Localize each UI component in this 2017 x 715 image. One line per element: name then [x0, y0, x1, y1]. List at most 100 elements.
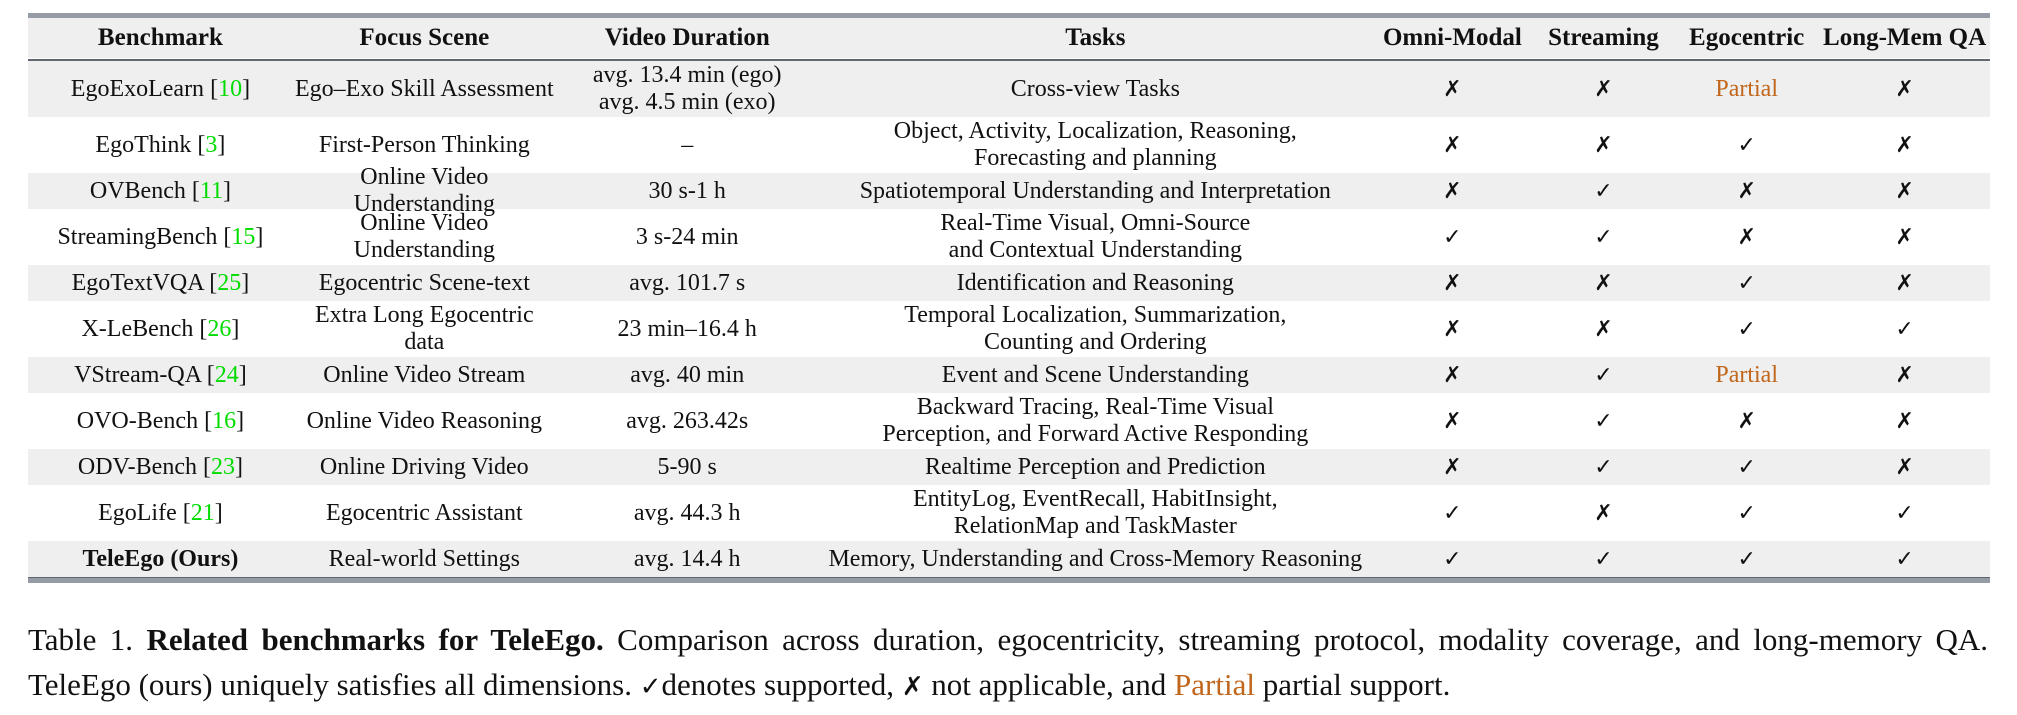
- check-icon: ✓: [1737, 454, 1756, 480]
- column-header-video-duration: Video Duration: [604, 24, 770, 51]
- benchmark-name: OVO-Bench: [76, 407, 199, 434]
- benchmark-name: EgoExoLearn: [70, 75, 205, 102]
- citation-link[interactable]: 10: [218, 75, 243, 102]
- citation-link[interactable]: 11: [199, 177, 223, 204]
- tasks-cell: Identification and Reasoning: [819, 270, 1372, 297]
- focus-scene-cell: Extra Long Egocentric data: [315, 302, 534, 355]
- text-line: avg. 101.7 s: [629, 269, 746, 296]
- benchmark-name: VStream-QA: [74, 361, 201, 388]
- egocentric-cell: ✓: [1674, 546, 1819, 573]
- table-row: EgoLife [21] Egocentric Assistant avg. 44.…: [28, 485, 1990, 541]
- citation-link[interactable]: 3: [205, 131, 218, 158]
- egocentric-cell: ✗: [1674, 178, 1819, 205]
- citation-link[interactable]: 21: [190, 499, 215, 526]
- tasks-cell: Real-Time Visual, Omni-Source and Context…: [819, 210, 1372, 264]
- text-line: Identification and Reasoning: [956, 269, 1234, 296]
- table-row: EgoThink [3] First-Person Thinking – Object…: [28, 117, 1990, 173]
- column-header-benchmark: Benchmark: [97, 24, 223, 51]
- cross-icon: ✗: [1594, 316, 1613, 342]
- citation-link[interactable]: 24: [214, 361, 239, 388]
- omni-modal-cell: ✗: [1372, 454, 1533, 481]
- omni-modal-cell: ✓: [1372, 224, 1533, 251]
- long-mem-qa-cell: ✗: [1819, 408, 1990, 435]
- omni-modal-cell: ✗: [1372, 178, 1533, 205]
- benchmark-cell: EgoExoLearn [10]: [70, 75, 251, 102]
- tasks-cell: Cross-view Tasks: [819, 76, 1372, 103]
- streaming-cell: ✓: [1533, 178, 1674, 205]
- text-line: Event and Scene Understanding: [941, 361, 1249, 388]
- text-line: and Contextual Understanding: [948, 237, 1242, 263]
- citation-link[interactable]: 26: [207, 315, 232, 342]
- citation-link[interactable]: 16: [212, 407, 237, 434]
- benchmark-cell: EgoLife [21]: [98, 499, 223, 526]
- video-duration-cell: 5-90 s: [556, 454, 819, 481]
- egocentric-cell: ✓: [1674, 316, 1819, 343]
- text-line: 5-90 s: [657, 453, 717, 480]
- caption-segment: Table 1.: [28, 622, 147, 657]
- benchmark-cell: TeleEgo (Ours): [28, 546, 293, 573]
- citation-link[interactable]: 23: [210, 453, 235, 480]
- egocentric-cell: ✓: [1674, 500, 1819, 527]
- text-line: Cross-view Tasks: [1010, 75, 1180, 102]
- focus-scene-cell: Online Driving Video: [319, 453, 529, 480]
- video-duration-cell: 3 s-24 min: [556, 224, 819, 251]
- benchmark-name: EgoThink: [95, 131, 192, 158]
- benchmark-cell: EgoTextVQA [25]: [71, 269, 250, 296]
- caption-segment: not applicable, and: [923, 667, 1175, 702]
- long-mem-qa-cell: ✗: [1819, 76, 1990, 103]
- check-icon: ✓: [1737, 546, 1756, 572]
- check-icon: ✓: [1895, 546, 1914, 572]
- omni-modal-cell: ✗: [1372, 132, 1533, 159]
- table-row: EgoExoLearn [10] Ego–Exo Skill Assessment…: [28, 61, 1990, 117]
- citation-link[interactable]: 25: [217, 269, 242, 296]
- check-icon: ✓: [1895, 500, 1914, 526]
- table-row: OVBench [11] Online Video Understanding 30…: [28, 164, 1990, 217]
- check-icon: ✓: [1594, 408, 1613, 434]
- text-line: Temporal Localization, Summarization,: [904, 302, 1287, 328]
- text-line: Realtime Perception and Prediction: [925, 453, 1266, 480]
- table-row: VStream-QA [24] Online Video Stream avg. 4…: [28, 357, 1990, 393]
- long-mem-qa-cell: ✗: [1819, 270, 1990, 297]
- egocentric-cell: Partial: [1674, 362, 1819, 389]
- benchmark-name: ODV-Bench: [77, 453, 197, 480]
- table-row: EgoTextVQA [25] Egocentric Scene-text avg.…: [28, 265, 1990, 301]
- table-row: TeleEgo (Ours) Real-world Settings avg. 14…: [28, 541, 1990, 577]
- text-line: Real-Time Visual, Omni-Source: [940, 210, 1251, 236]
- text-line: 23 min–16.4 h: [617, 315, 757, 342]
- column-header-tasks: Tasks: [1065, 24, 1126, 51]
- check-icon: ✓: [1594, 454, 1613, 480]
- cross-icon: ✗: [1895, 408, 1914, 434]
- citation-link[interactable]: 15: [231, 223, 256, 250]
- benchmark-name: StreamingBench: [57, 223, 218, 250]
- cross-icon: ✗: [1443, 316, 1462, 342]
- focus-scene-cell: Online Video Reasoning: [306, 407, 543, 434]
- cross-icon: ✗: [1737, 178, 1756, 204]
- cross-icon: ✗: [1443, 76, 1462, 102]
- egocentric-cell: ✓: [1674, 454, 1819, 481]
- focus-scene-cell: Online Video Stream: [323, 361, 526, 388]
- check-icon: ✓: [1594, 178, 1613, 204]
- omni-modal-cell: ✓: [1372, 500, 1533, 527]
- check-icon: ✓: [1594, 224, 1613, 250]
- tasks-cell: Temporal Localization, Summarization, Cou…: [819, 302, 1372, 356]
- column-header-omni-modal: Omni-Modal: [1382, 24, 1522, 51]
- egocentric-cell: ✗: [1674, 224, 1819, 251]
- cross-icon: ✗: [1895, 224, 1914, 250]
- streaming-cell: ✓: [1533, 224, 1674, 251]
- text-line: Forecasting and planning: [974, 145, 1217, 171]
- egocentric-cell: ✗: [1674, 408, 1819, 435]
- caption-segment: Related benchmarks for TeleEgo.: [146, 622, 604, 657]
- cross-icon: ✗: [1443, 132, 1462, 158]
- cross-icon: ✗: [1895, 178, 1914, 204]
- text-line: 30 s-1 h: [648, 177, 726, 204]
- egocentric-cell: Partial: [1674, 76, 1819, 103]
- cross-icon: ✗: [1594, 132, 1613, 158]
- text-line: Counting and Ordering: [983, 329, 1207, 355]
- cross-icon: ✗: [1895, 270, 1914, 296]
- check-icon: ✓: [1443, 224, 1462, 250]
- omni-modal-cell: ✗: [1372, 270, 1533, 297]
- egocentric-cell: ✓: [1674, 270, 1819, 297]
- check-icon: ✓: [1737, 316, 1756, 342]
- video-duration-cell: avg. 14.4 h: [556, 546, 819, 573]
- video-duration-cell: 30 s-1 h: [556, 178, 819, 205]
